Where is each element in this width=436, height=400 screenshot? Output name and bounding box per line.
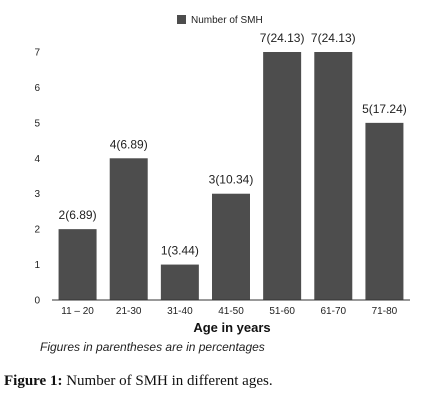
bar: [365, 122, 404, 300]
y-tick-label: 5: [34, 118, 40, 129]
data-labels: 2(6.89) 4(6.89) 1(3.44) 3(10.34) 7(24.13) 7(2…: [59, 31, 407, 258]
x-tick-label: 31-40: [167, 306, 193, 317]
figure-caption: Figure 1: Number of SMH in different age…: [4, 373, 273, 389]
y-axis: 0 1 2 3 4 5 6 7: [34, 48, 40, 307]
y-tick-label: 0: [34, 296, 40, 307]
y-tick-label: 4: [34, 154, 40, 165]
x-tick-label: 41-50: [218, 306, 244, 317]
bar: [160, 264, 199, 300]
x-axis-tick-labels: 11 – 20 21-30 31-40 41-50 51-60 61-70 71-80: [61, 306, 397, 317]
caption-label: Figure 1:: [4, 373, 62, 389]
caption-text: Number of SMH in different ages.: [62, 373, 272, 389]
y-tick-label: 6: [34, 83, 40, 94]
bars: [58, 52, 404, 300]
x-tick-label: 11 – 20: [61, 306, 94, 317]
bar: [212, 193, 250, 300]
bar-data-label: 7(24.13): [260, 31, 305, 45]
x-tick-label: 61-70: [320, 306, 346, 317]
bar-data-label: 2(6.89): [59, 208, 97, 222]
x-tick-label: 71-80: [372, 306, 398, 317]
x-axis-title: Age in years: [193, 320, 270, 335]
y-tick-label: 1: [34, 260, 40, 271]
legend-swatch: [177, 15, 186, 24]
bar: [109, 158, 148, 300]
bar-data-label: 3(10.34): [209, 173, 254, 187]
legend-label: Number of SMH: [191, 15, 263, 26]
bar-data-label: 4(6.89): [110, 137, 148, 151]
bar: [58, 229, 97, 300]
percentage-note: Figures in parentheses are in percentage…: [40, 340, 265, 354]
x-tick-label: 21-30: [116, 306, 142, 317]
y-tick-label: 2: [34, 225, 40, 236]
bar: [314, 52, 353, 300]
y-tick-label: 3: [34, 189, 40, 200]
y-tick-label: 7: [34, 48, 40, 59]
bar-data-label: 1(3.44): [161, 244, 199, 258]
bar: [263, 52, 302, 300]
bar-data-label: 7(24.13): [311, 31, 356, 45]
x-tick-label: 51-60: [269, 306, 295, 317]
bar-data-label: 5(17.24): [362, 102, 407, 116]
legend: Number of SMH: [177, 15, 263, 26]
